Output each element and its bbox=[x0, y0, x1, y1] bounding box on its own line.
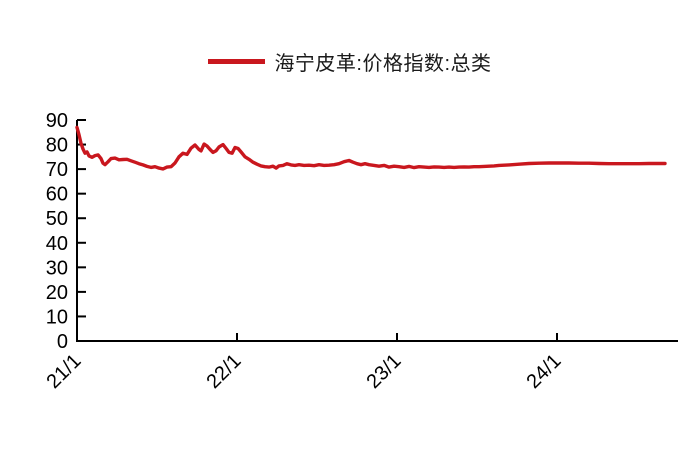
chart-legend: 海宁皮革:价格指数:总类 bbox=[0, 47, 700, 75]
y-axis-tick-label: 40 bbox=[46, 233, 68, 255]
y-axis-tick-label: 30 bbox=[46, 257, 68, 279]
y-axis-tick-label: 70 bbox=[46, 159, 68, 181]
x-axis-tick-label: 22/1 bbox=[202, 350, 245, 393]
y-axis-tick-label: 50 bbox=[46, 208, 68, 230]
y-axis-tick-label: 60 bbox=[46, 184, 68, 206]
y-axis-tick-label: 20 bbox=[46, 282, 68, 304]
x-axis-tick-label: 23/1 bbox=[362, 350, 405, 393]
legend-series-label: 海宁皮革:价格指数:总类 bbox=[274, 52, 492, 75]
price-index-series-line bbox=[75, 125, 667, 171]
y-axis-tick-label: 10 bbox=[46, 306, 68, 328]
x-axis-tick-label: 21/1 bbox=[42, 350, 85, 393]
legend-line-swatch bbox=[208, 58, 266, 64]
y-axis-tick-label: 90 bbox=[46, 110, 68, 132]
x-axis-tick-label: 24/1 bbox=[522, 350, 565, 393]
y-axis-tick-label: 0 bbox=[57, 331, 68, 353]
y-axis-tick-label: 80 bbox=[46, 135, 68, 157]
